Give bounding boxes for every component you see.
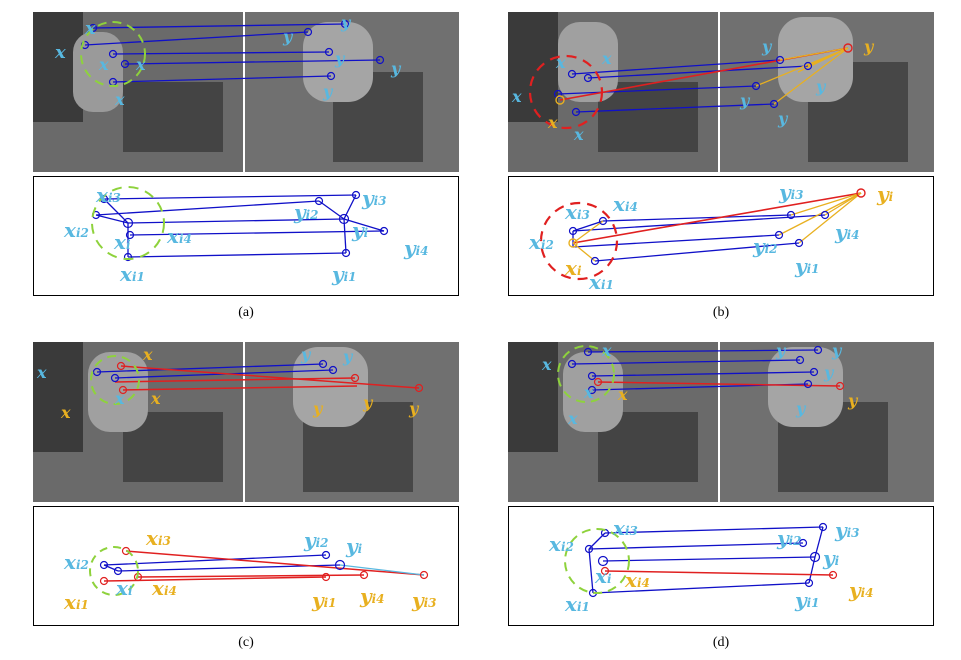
svg-text:yi3: yi3 <box>778 180 804 204</box>
diagram-c: xi3 xi2 xi1 xi xi4 yi2 yi yi1 yi4 yi3 <box>33 506 459 626</box>
svg-text:yi1: yi1 <box>794 254 820 278</box>
svg-text:y: y <box>823 363 835 382</box>
caption-c: (c) <box>238 635 254 650</box>
svg-text:x: x <box>617 385 628 404</box>
svg-text:x: x <box>114 90 125 109</box>
svg-text:x: x <box>54 42 66 63</box>
svg-text:x: x <box>60 403 71 422</box>
svg-text:x: x <box>36 363 47 382</box>
svg-text:x: x <box>567 409 578 428</box>
svg-text:y: y <box>312 399 324 418</box>
photo-pair-a: x x x x x y y y y y <box>33 12 459 172</box>
svg-text:x: x <box>150 389 161 408</box>
svg-text:yi3: yi3 <box>834 518 860 542</box>
svg-text:yi: yi <box>822 546 840 570</box>
svg-text:xi: xi <box>564 256 582 280</box>
svg-text:y: y <box>847 391 859 410</box>
photo-pair-b: x x x x x y y y y y <box>508 12 934 172</box>
svg-text:y: y <box>775 342 787 360</box>
svg-text:yi4: yi4 <box>403 236 429 260</box>
svg-text:xi: xi <box>594 564 612 588</box>
svg-text:yi1: yi1 <box>311 588 337 612</box>
svg-text:yi2: yi2 <box>776 526 802 550</box>
svg-text:xi3: xi3 <box>145 526 171 550</box>
svg-text:yi1: yi1 <box>794 588 820 612</box>
svg-text:y: y <box>282 27 294 46</box>
svg-text:xi1: xi1 <box>588 270 614 294</box>
svg-text:x: x <box>547 113 558 132</box>
diagram-b: xi3 xi4 xi2 xi xi1 yi3 yi yi2 yi4 yi1 <box>508 176 934 296</box>
svg-text:xi3: xi3 <box>95 183 121 207</box>
svg-text:xi1: xi1 <box>119 262 145 286</box>
svg-text:y: y <box>761 37 773 56</box>
svg-text:yi: yi <box>876 182 894 206</box>
svg-text:yi4: yi4 <box>359 584 385 608</box>
svg-text:yi2: yi2 <box>303 528 329 552</box>
svg-text:yi2: yi2 <box>293 200 319 224</box>
svg-text:xi2: xi2 <box>63 550 89 574</box>
svg-text:yi4: yi4 <box>848 578 874 602</box>
label-xi3: x <box>84 18 96 39</box>
svg-text:xi4: xi4 <box>612 192 638 216</box>
svg-text:xi: xi <box>115 576 133 600</box>
svg-text:xi2: xi2 <box>548 532 574 556</box>
svg-text:yi: yi <box>345 534 363 558</box>
svg-text:xi3: xi3 <box>564 200 590 224</box>
svg-text:x: x <box>142 345 153 364</box>
diagram-a: xi3 xi2 xi xi4 xi1 yi3 yi2 yi yi4 yi1 <box>33 176 459 296</box>
svg-text:xi3: xi3 <box>612 516 638 540</box>
svg-text:x: x <box>511 87 522 106</box>
svg-text:xi1: xi1 <box>63 590 89 614</box>
svg-text:yi2: yi2 <box>752 234 778 258</box>
svg-text:yi3: yi3 <box>361 186 387 210</box>
svg-text:y: y <box>815 77 827 96</box>
svg-text:y: y <box>863 37 875 56</box>
svg-text:y: y <box>390 59 402 78</box>
svg-text:yi3: yi3 <box>411 588 437 612</box>
diagram-d: xi3 xi2 xi xi4 xi1 yi2 yi3 yi yi4 yi1 <box>508 506 934 626</box>
svg-text:xi2: xi2 <box>528 230 554 254</box>
svg-text:y: y <box>362 393 374 412</box>
svg-text:x: x <box>98 55 109 74</box>
svg-text:xi2: xi2 <box>63 218 89 242</box>
svg-text:y: y <box>322 82 334 101</box>
svg-text:yi1: yi1 <box>331 262 357 286</box>
caption-d: (d) <box>712 635 730 650</box>
svg-text:x: x <box>583 383 594 402</box>
svg-text:y: y <box>342 347 354 366</box>
svg-text:y: y <box>831 342 843 360</box>
svg-text:y: y <box>777 109 789 128</box>
svg-text:y: y <box>739 91 751 110</box>
svg-text:x: x <box>114 389 125 408</box>
svg-text:x: x <box>541 355 552 374</box>
svg-text:xi4: xi4 <box>151 576 177 600</box>
svg-text:y: y <box>340 13 352 32</box>
svg-text:x: x <box>573 125 584 144</box>
photo-pair-d: x x x x x y y y y y <box>508 342 934 502</box>
svg-text:x: x <box>601 342 612 360</box>
photo-pair-c: x x x x x y y y y y <box>33 342 459 502</box>
svg-text:xi4: xi4 <box>166 224 192 248</box>
svg-text:xi1: xi1 <box>564 592 590 616</box>
svg-text:y: y <box>334 49 346 68</box>
svg-text:x: x <box>601 49 612 68</box>
svg-text:y: y <box>408 399 420 418</box>
caption-b: (b) <box>712 305 730 320</box>
svg-text:x: x <box>555 53 566 72</box>
caption-a: (a) <box>238 305 254 320</box>
svg-text:x: x <box>135 55 146 74</box>
svg-text:yi4: yi4 <box>834 220 860 244</box>
svg-text:yi: yi <box>351 218 369 242</box>
svg-text:y: y <box>300 345 312 364</box>
svg-text:y: y <box>795 399 807 418</box>
